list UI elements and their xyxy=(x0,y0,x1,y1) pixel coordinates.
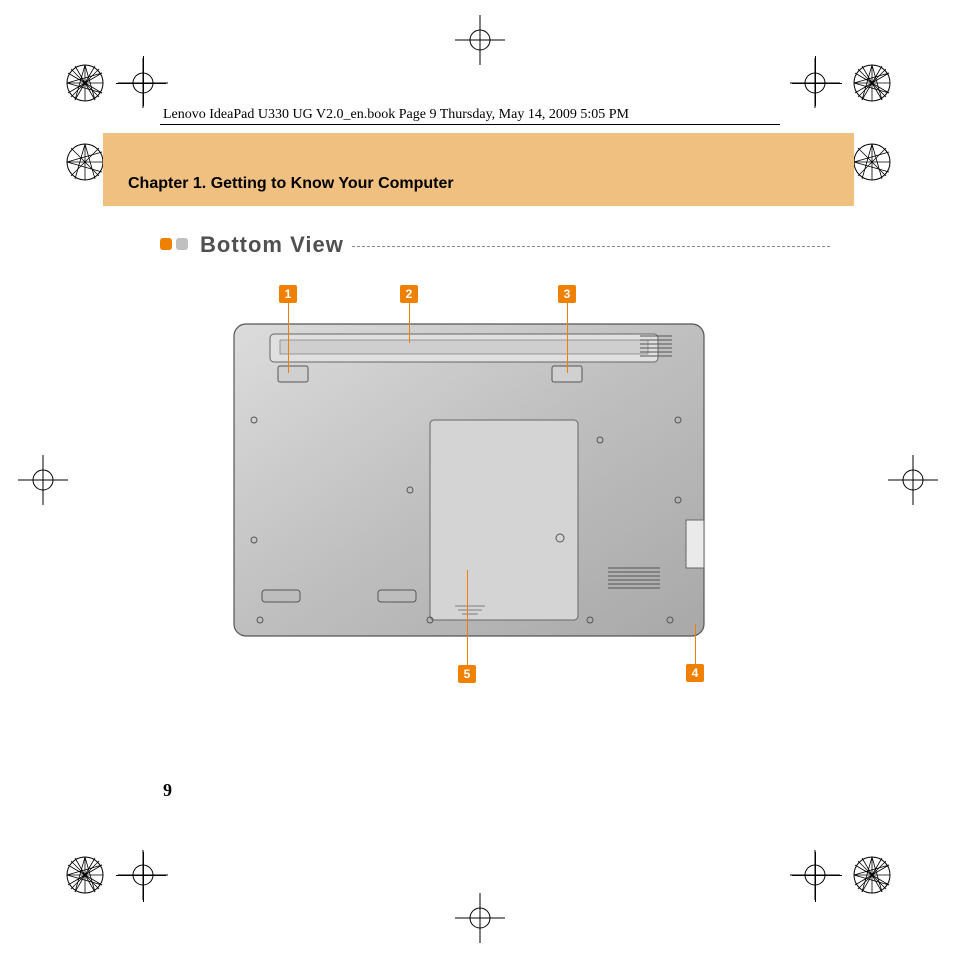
callout-2: 2 xyxy=(400,285,418,343)
crop-line xyxy=(815,852,816,902)
registration-mark-icon xyxy=(852,855,892,895)
registration-mark-icon xyxy=(65,63,105,103)
crop-mark-icon xyxy=(888,455,938,505)
callout-3: 3 xyxy=(558,285,576,373)
callout-line xyxy=(409,303,410,343)
callout-label: 1 xyxy=(279,285,297,303)
crop-line xyxy=(143,852,144,902)
crop-mark-icon xyxy=(455,893,505,943)
dashed-rule xyxy=(352,246,830,247)
crop-mark-icon xyxy=(18,455,68,505)
crop-line xyxy=(792,875,842,876)
callout-label: 2 xyxy=(400,285,418,303)
registration-mark-icon xyxy=(65,855,105,895)
header-rule xyxy=(160,124,780,125)
section-title: Bottom View xyxy=(200,232,344,258)
registration-mark-icon xyxy=(65,142,105,182)
chapter-title: Chapter 1. Getting to Know Your Computer xyxy=(128,175,454,193)
header-meta: Lenovo IdeaPad U330 UG V2.0_en.book Page… xyxy=(163,107,629,123)
callout-1: 1 xyxy=(279,285,297,373)
callout-line xyxy=(288,303,289,373)
callout-4: 4 xyxy=(686,624,704,682)
crop-line xyxy=(116,875,166,876)
registration-mark-icon xyxy=(852,63,892,103)
bullet-icon xyxy=(176,238,188,250)
crop-line xyxy=(116,83,166,84)
callout-label: 3 xyxy=(558,285,576,303)
callout-line xyxy=(467,570,468,665)
registration-mark-icon xyxy=(852,142,892,182)
crop-line xyxy=(815,56,816,106)
callout-label: 4 xyxy=(686,664,704,682)
page-number: 9 xyxy=(163,780,172,801)
section-bullets xyxy=(160,238,188,250)
callout-5: 5 xyxy=(458,570,476,683)
crop-line xyxy=(792,83,842,84)
callout-line xyxy=(695,624,696,664)
callout-line xyxy=(567,303,568,373)
crop-mark-icon xyxy=(455,15,505,65)
chapter-banner xyxy=(103,133,854,206)
bullet-icon xyxy=(160,238,172,250)
callout-label: 5 xyxy=(458,665,476,683)
crop-line xyxy=(143,56,144,106)
